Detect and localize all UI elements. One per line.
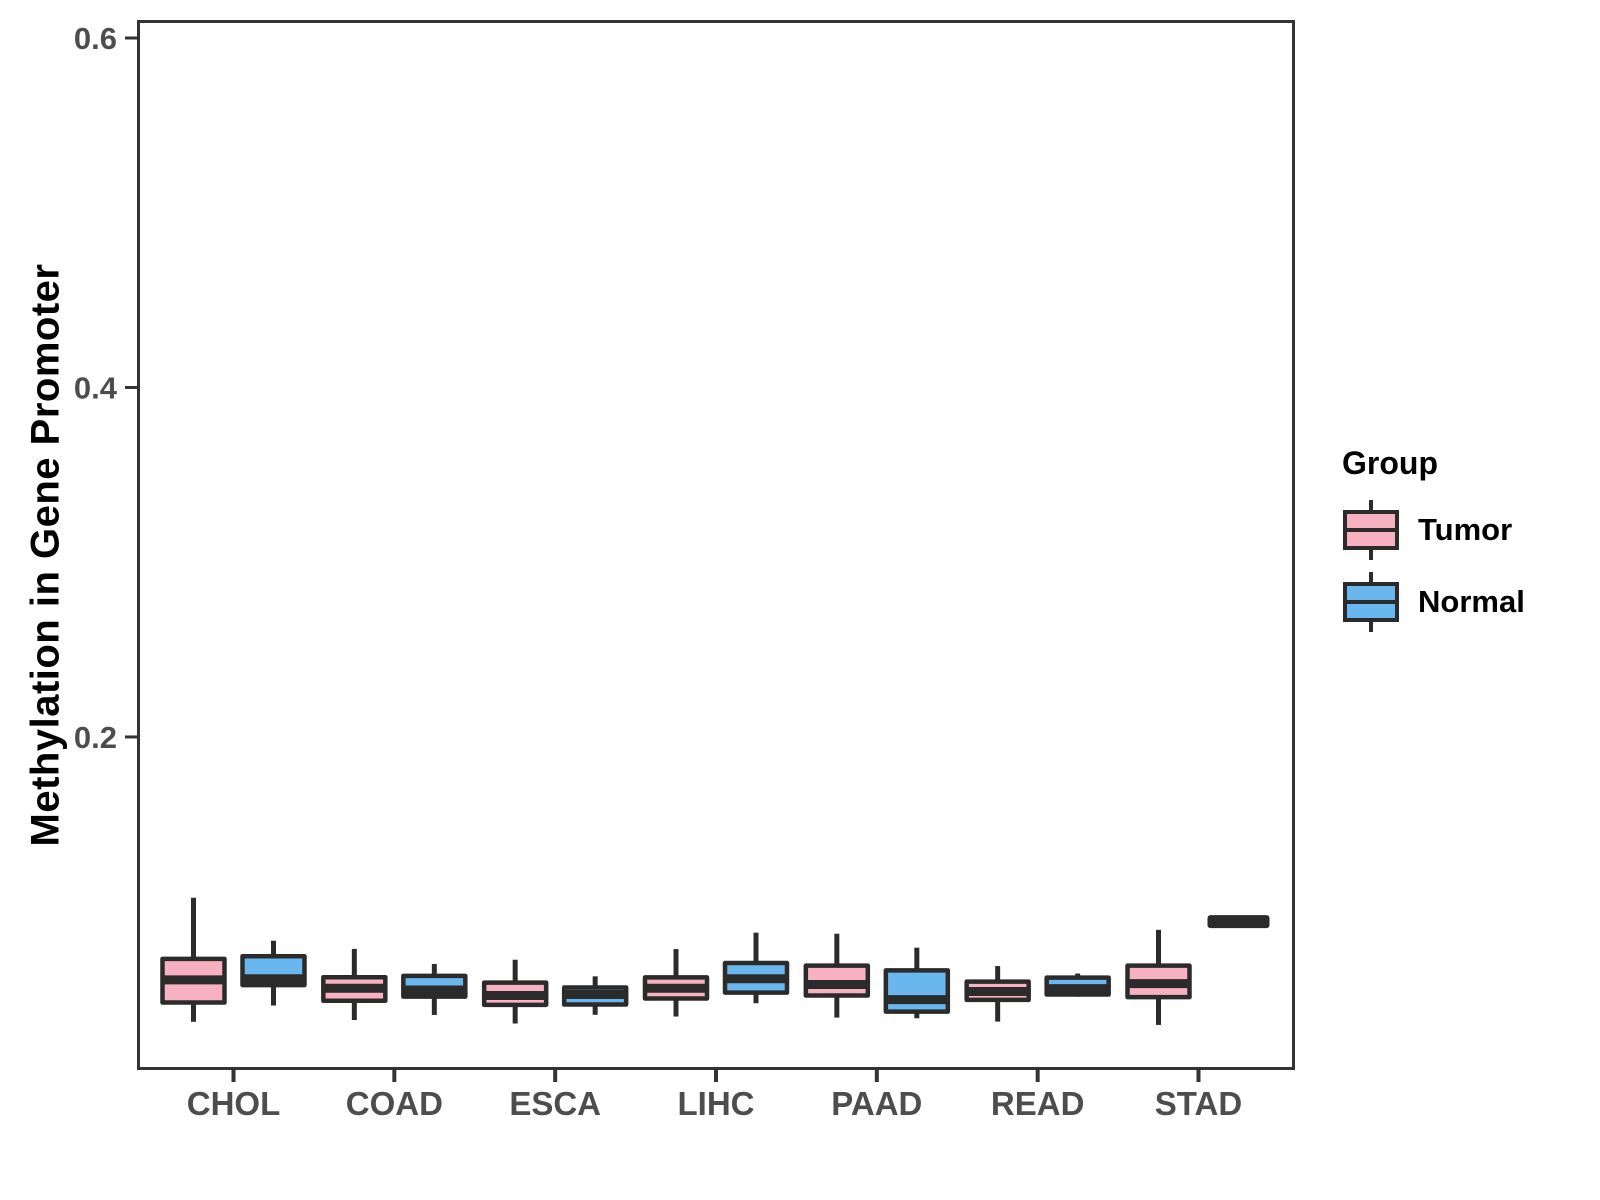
- plot-panel: [137, 20, 1295, 1070]
- legend-label-tumor: Tumor: [1418, 512, 1513, 547]
- y-tick-label: 0.2: [74, 720, 117, 755]
- x-tick-label: PAAD: [831, 1085, 922, 1122]
- legend-item-tumor: Tumor: [1340, 498, 1525, 562]
- normal-boxplot-key-icon: [1343, 572, 1399, 632]
- y-tick-label: 0.4: [74, 370, 118, 405]
- x-tick-label: COAD: [346, 1085, 443, 1122]
- x-tick-label: READ: [991, 1085, 1085, 1122]
- x-tick-label: STAD: [1155, 1085, 1242, 1122]
- boxplot-normal-PAAD-box: [883, 968, 951, 1014]
- x-tick-label: ESCA: [509, 1085, 601, 1122]
- legend-label-normal: Normal: [1418, 584, 1525, 619]
- legend-item-normal: Normal: [1340, 570, 1525, 634]
- tumor-boxplot-key-icon: [1343, 500, 1399, 560]
- y-tick-label: 0.6: [74, 21, 117, 56]
- x-tick-label: CHOL: [187, 1085, 281, 1122]
- legend: Group Tumor Normal: [1340, 445, 1525, 642]
- legend-title: Group: [1342, 445, 1438, 481]
- boxplot-normal-STAD: [1207, 915, 1270, 929]
- x-tick-label: LIHC: [678, 1085, 755, 1122]
